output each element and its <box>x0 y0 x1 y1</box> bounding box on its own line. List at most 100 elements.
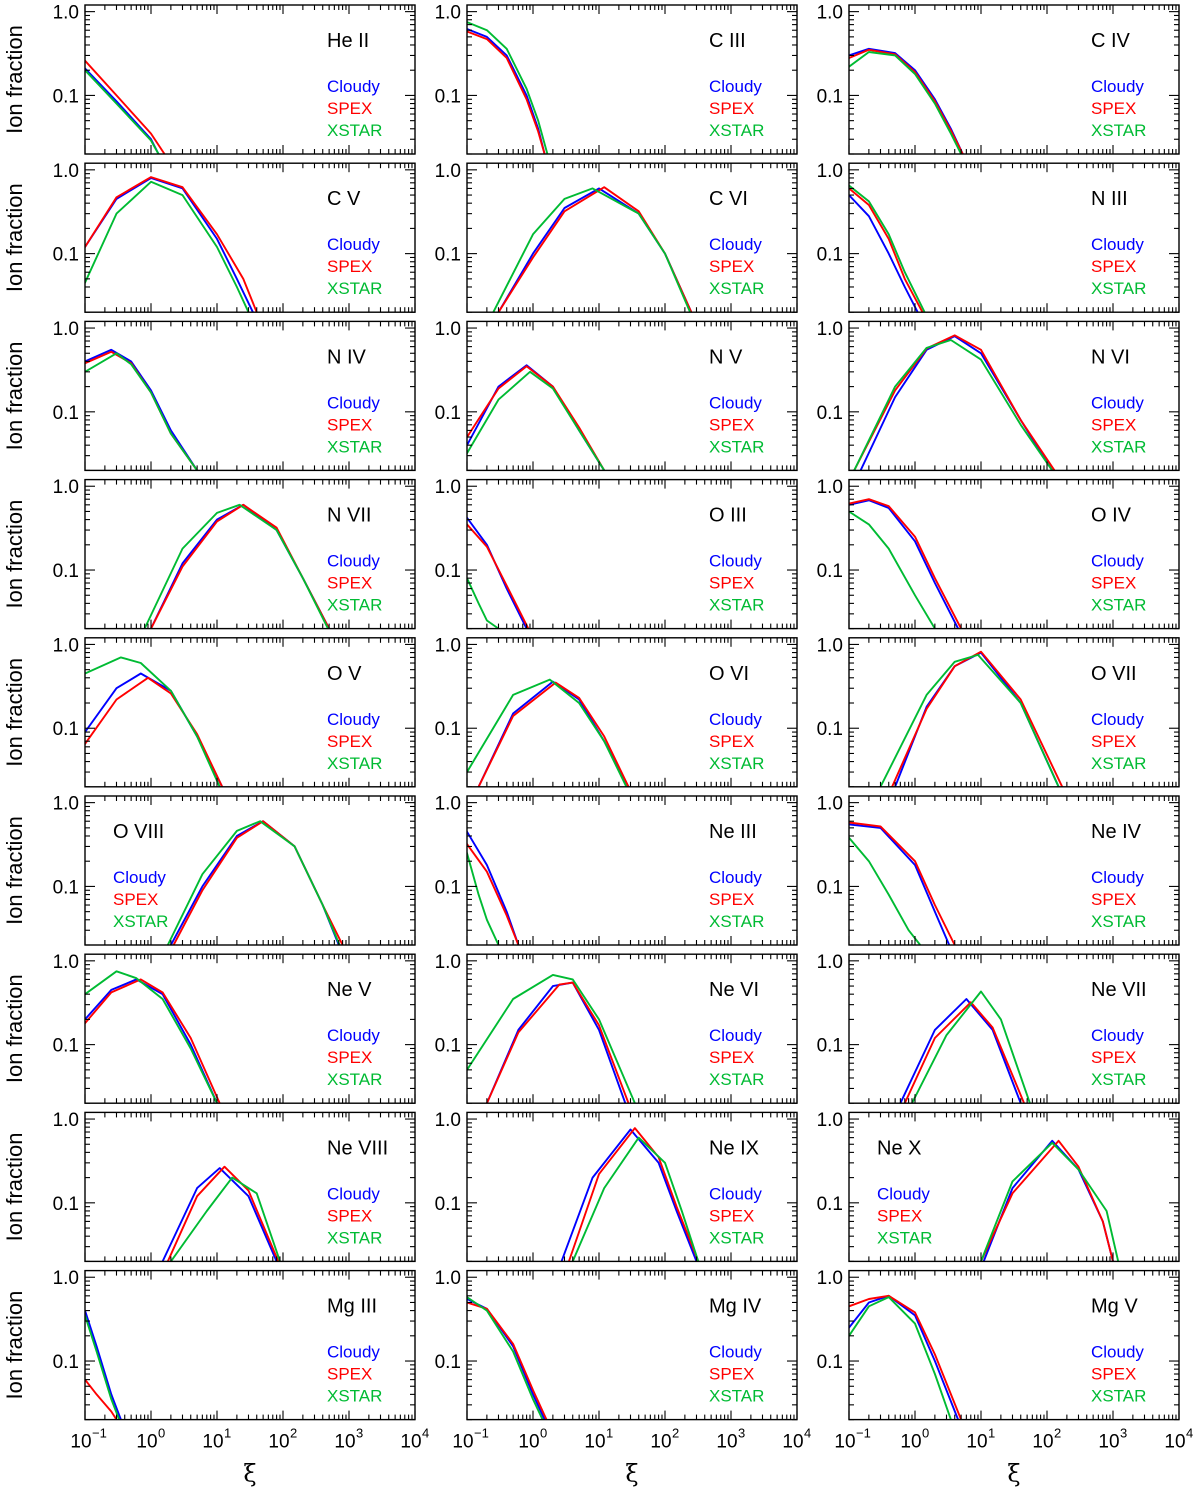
series-line-xstar <box>849 184 926 313</box>
series-line-spex <box>467 523 530 629</box>
ion-label: He II <box>327 30 369 52</box>
ion-label: Ne IX <box>709 1137 759 1159</box>
plot-frame <box>466 1111 798 1263</box>
svg-text:4: 4 <box>804 1426 811 1441</box>
panel-ne-vii: 1.0 0.1 Ne VII Cloudy SPEX XSTAR <box>817 952 1180 1104</box>
plot-frame <box>84 1269 416 1421</box>
series-line-spex <box>849 187 924 313</box>
y-tick-label: 1.0 <box>53 635 79 656</box>
legend-entry-cloudy: Cloudy <box>709 393 762 412</box>
legend-entry-xstar: XSTAR <box>327 596 382 615</box>
legend-entry-spex: SPEX <box>113 890 158 909</box>
x-tick-label: 10 4 <box>1164 1426 1193 1453</box>
legend-entry-cloudy: Cloudy <box>709 1184 762 1203</box>
y-axis-title: Ion fraction <box>2 816 27 925</box>
x-tick-label: 10 2 <box>268 1426 297 1453</box>
legend-entry-spex: SPEX <box>1091 732 1136 751</box>
legend-entry-spex: SPEX <box>709 1206 754 1225</box>
legend-entry-xstar: XSTAR <box>327 437 382 456</box>
ion-label: N V <box>709 346 743 368</box>
x-axis-title: ξ <box>1007 1460 1020 1488</box>
legend-entry-spex: SPEX <box>1091 1048 1136 1067</box>
series-line-xstar <box>849 836 922 945</box>
ion-label: O VIII <box>113 821 164 843</box>
panel-ne-ix: 1.0 0.1 Ne IX Cloudy SPEX XSTAR <box>435 1110 798 1263</box>
y-tick-label: 1.0 <box>53 794 79 815</box>
series-line-xstar <box>467 577 500 629</box>
y-tick-label: 1.0 <box>435 1268 461 1289</box>
y-tick-label: 1.0 <box>817 794 843 815</box>
svg-text:2: 2 <box>290 1426 297 1441</box>
y-tick-label: 0.1 <box>817 561 843 582</box>
y-tick-label: 0.1 <box>817 245 843 266</box>
plot-frame <box>848 953 1180 1104</box>
legend-entry-xstar: XSTAR <box>709 596 764 615</box>
y-tick-label: 1.0 <box>53 1268 79 1289</box>
legend-entry-cloudy: Cloudy <box>327 393 380 412</box>
panel-ne-v: 1.0 0.1 Ion fraction Ne V Cloudy SPEX XSTAR <box>2 952 416 1104</box>
y-tick-label: 0.1 <box>435 245 461 266</box>
panel-o-v: 1.0 0.1 Ion fraction O V Cloudy SPEX XSTAR <box>2 635 416 788</box>
ion-label: Ne IV <box>1091 821 1142 843</box>
panel-o-iv: 1.0 0.1 O IV Cloudy SPEX XSTAR <box>817 477 1180 630</box>
y-tick-label: 0.1 <box>817 1036 843 1057</box>
legend-entry-cloudy: Cloudy <box>709 235 762 254</box>
y-axis-title: Ion fraction <box>2 1291 27 1400</box>
series-line-spex <box>567 1127 700 1262</box>
series-line-spex <box>485 981 630 1104</box>
legend-entry-cloudy: Cloudy <box>113 868 166 887</box>
series-line-cloudy <box>849 1294 960 1420</box>
y-axis-title: Ion fraction <box>2 658 27 767</box>
series-line-xstar <box>143 503 329 629</box>
ion-label: N III <box>1091 188 1128 210</box>
svg-text:1: 1 <box>606 1426 613 1441</box>
plot-frame <box>848 320 1180 472</box>
y-tick-label: 0.1 <box>53 561 79 582</box>
plot-frame <box>466 637 798 788</box>
legend-entry-xstar: XSTAR <box>1091 596 1146 615</box>
svg-text:10: 10 <box>782 1432 803 1453</box>
x-tick-label: 10 3 <box>334 1426 363 1453</box>
x-axis-title: ξ <box>625 1460 638 1488</box>
ion-label: Ne VIII <box>327 1137 388 1159</box>
series-line-spex <box>85 978 221 1104</box>
svg-text:0: 0 <box>540 1426 547 1441</box>
y-tick-label: 1.0 <box>53 1110 79 1131</box>
y-tick-label: 1.0 <box>53 952 79 973</box>
svg-text:−1: −1 <box>92 1426 107 1441</box>
plot-frame <box>84 162 416 313</box>
legend-entry-spex: SPEX <box>327 732 372 751</box>
y-tick-label: 0.1 <box>435 1194 461 1215</box>
legend-entry-xstar: XSTAR <box>709 1070 764 1089</box>
plot-frame <box>84 1111 416 1263</box>
plot-frame <box>466 795 798 946</box>
plot-frame <box>848 162 1180 313</box>
svg-text:10: 10 <box>518 1432 539 1453</box>
legend-entry-cloudy: Cloudy <box>327 552 380 571</box>
svg-text:10: 10 <box>334 1432 355 1453</box>
legend-entry-xstar: XSTAR <box>327 1387 382 1406</box>
x-tick-label: 10 1 <box>202 1426 231 1453</box>
panel-n-vii: 1.0 0.1 Ion fraction N VII Cloudy SPEX XSTAR <box>2 477 416 630</box>
series-line-xstar <box>492 187 692 313</box>
ion-label: O VII <box>1091 663 1137 685</box>
legend-entry-cloudy: Cloudy <box>327 710 380 729</box>
y-tick-label: 1.0 <box>435 3 461 24</box>
legend-entry-spex: SPEX <box>327 99 372 118</box>
ion-label: C VI <box>709 188 748 210</box>
ion-label: Ne V <box>327 979 372 1001</box>
series-line-xstar <box>571 1136 700 1262</box>
legend-entry-spex: SPEX <box>709 1048 754 1067</box>
svg-text:10: 10 <box>966 1432 987 1453</box>
y-tick-label: 1.0 <box>817 1268 843 1289</box>
series-line-spex <box>891 650 1064 787</box>
y-tick-label: 1.0 <box>817 635 843 656</box>
y-tick-label: 0.1 <box>53 86 79 107</box>
series-line-xstar <box>911 990 1031 1104</box>
legend-entry-xstar: XSTAR <box>1091 121 1146 140</box>
plot-frame <box>466 320 798 472</box>
x-tick-label: 10 0 <box>136 1426 165 1453</box>
x-tick-label: 10 2 <box>650 1426 679 1453</box>
plot-frame <box>84 795 416 946</box>
